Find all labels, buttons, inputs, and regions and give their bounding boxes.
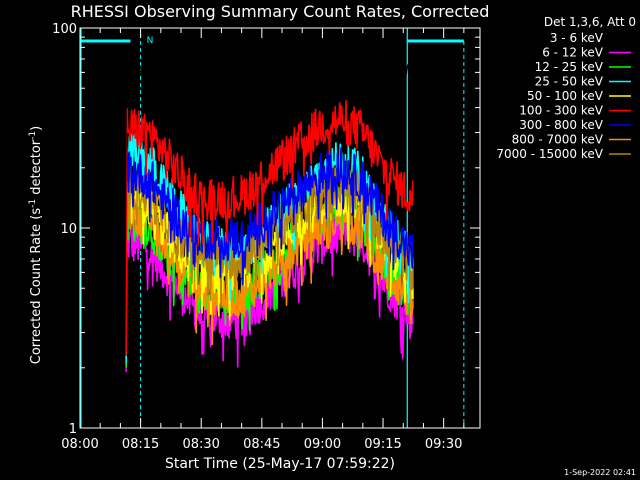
- legend-label: 7000 - 15000 keV: [496, 147, 603, 161]
- legend-label: 800 - 7000 keV: [512, 133, 604, 147]
- y-tick-label: 1: [69, 422, 77, 437]
- legend-label: 6 - 12 keV: [542, 46, 604, 60]
- chart-title: RHESSI Observing Summary Count Rates, Co…: [71, 2, 490, 21]
- y-axis-label: Corrected Count Rate (s-1 detector-1): [28, 126, 44, 364]
- y-axis-label-exp2: -1: [28, 131, 38, 140]
- series-line-5: [125, 99, 415, 356]
- y-tick-label: 100: [52, 22, 77, 37]
- legend-label: 25 - 50 keV: [535, 75, 604, 89]
- x-axis-label: Start Time (25-May-17 07:59:22): [165, 456, 395, 472]
- x-tick-label: 09:00: [304, 437, 341, 452]
- legend-label: 50 - 100 keV: [527, 89, 604, 103]
- y-tick-label: 10: [60, 222, 77, 237]
- night-label: N: [147, 36, 154, 46]
- y-axis-label-close: ): [29, 126, 44, 131]
- x-tick-label: 08:15: [122, 437, 159, 452]
- legend-title: Det 1,3,6, Att 0: [544, 15, 636, 29]
- x-tick-label: 08:00: [61, 437, 98, 452]
- legend-label: 100 - 300 keV: [519, 104, 603, 118]
- legend-label: 12 - 25 keV: [535, 60, 604, 74]
- y-axis-label-detector: detector: [29, 139, 44, 199]
- x-tick-label: 09:30: [425, 437, 462, 452]
- series-line-6: [125, 147, 415, 353]
- y-axis-label-exp1: -1: [28, 199, 38, 208]
- series-line-0: [123, 51, 415, 429]
- x-tick-label: 08:30: [182, 437, 219, 452]
- x-tick-label: 09:15: [364, 437, 401, 452]
- y-axis-label-main: Corrected Count Rate (s: [29, 208, 44, 365]
- legend-label: 300 - 800 keV: [519, 118, 603, 132]
- legend-label: 3 - 6 keV: [550, 31, 604, 45]
- timestamp: 1-Sep-2022 02:41: [564, 468, 636, 477]
- plot-area: N 1 10 100 08:00 08:15 08:30 08:45 09:00 09:15 09:…: [52, 22, 481, 452]
- x-tick-label: 08:45: [243, 437, 280, 452]
